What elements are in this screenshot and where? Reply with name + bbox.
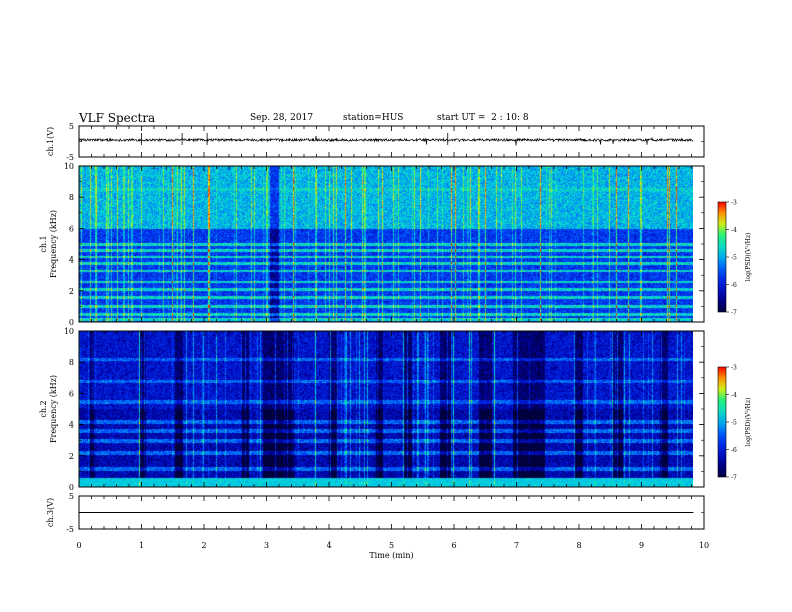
ch1-voltage-panel: 5 -5 ch.1(V) (46, 122, 705, 162)
ch1-voltage-trace (78, 135, 694, 146)
ch2-spectrogram-ytick-label: 8 (69, 358, 74, 367)
time-axis-label: Time (min) (369, 551, 413, 560)
time-tick-label: 5 (389, 541, 394, 550)
ch1-spectrogram-colorbar-label: log(PSD)(V²/Hz) (745, 233, 752, 282)
time-tick-label: 1 (139, 541, 144, 550)
ch1-spectrogram-colorbar-tick: -7 (731, 310, 737, 317)
ch1-spectrogram-ytick-label: 0 (69, 318, 74, 327)
ch1-spectrogram-ytick-label: 6 (69, 224, 74, 233)
ch1-voltage-ylabel: ch.1(V) (46, 127, 55, 156)
ch1-spectrogram-colorbar-tick: -6 (731, 282, 737, 289)
ch2-spectrogram-colorbar-tick: -3 (731, 365, 737, 372)
ch1-spectrogram-panel: 0 2 4 6 8 10 ch.1Frequency (kHz) -3 -4 -5 -6 -7 log(… (39, 162, 752, 327)
ch2-spectrogram-image (79, 331, 693, 487)
time-tick-label: 7 (514, 541, 519, 550)
ch2-spectrogram-panel: 0 2 4 6 8 10 ch.2Frequency (kHz) -3 -4 -5 -6 -7 log(… (39, 327, 752, 492)
time-tick-label: 3 (264, 541, 269, 550)
ch2-spectrogram-colorbar-tick: -7 (731, 475, 737, 482)
ch2-spectrogram-ytick-label: 2 (69, 452, 74, 461)
ch2-spectrogram-colorbar (717, 366, 727, 478)
time-tick-label: 8 (576, 541, 581, 550)
ch2-spectrogram-ytick-label: 6 (69, 389, 74, 398)
start-time-label: start UT = 2 : 10: 8 (437, 113, 529, 123)
time-axis: 0 1 2 3 4 5 6 7 8 9 10 Time (min) (76, 541, 709, 560)
ch1-spectrogram-colorbar (717, 201, 727, 313)
time-tick-label: 6 (451, 541, 456, 550)
ch3-voltage-ylabel: ch.3(V) (46, 498, 55, 527)
ch2-spectrogram-ytick-label: 10 (64, 327, 74, 336)
ch3-voltage-ytick-label: 5 (69, 492, 74, 501)
ch1-spectrogram-colorbar-tick: -5 (731, 255, 737, 262)
ch3-voltage-panel: 5 -5 ch.3(V) (46, 492, 705, 534)
ch1-voltage-ytick-label: 5 (69, 122, 74, 131)
figure-title: VLF Spectra (79, 111, 156, 125)
time-tick-label: 9 (639, 541, 644, 550)
time-tick-label: 10 (699, 541, 709, 550)
ch1-spectrogram-colorbar-tick: -3 (731, 200, 737, 207)
ch1-spectrogram-ytick-label: 4 (69, 256, 74, 265)
ch2-spectrogram-ylabel: ch.2Frequency (kHz) (39, 375, 58, 443)
ch2-spectrogram-colorbar-tick: -4 (731, 392, 737, 399)
ch2-spectrogram-colorbar-tick: -5 (731, 420, 737, 427)
ch2-spectrogram-colorbar-tick: -6 (731, 447, 737, 454)
ch1-spectrogram-image (79, 166, 693, 322)
ch2-spectrogram-ytick-label: 0 (69, 483, 74, 492)
ch2-spectrogram-ytick-label: 4 (69, 421, 74, 430)
ch1-spectrogram-ytick-label: 2 (69, 287, 74, 296)
ch3-voltage-ytick-label: -5 (66, 525, 74, 534)
date-label: Sep. 28, 2017 (250, 113, 314, 123)
ch1-voltage-ytick-label: -5 (66, 153, 74, 162)
ch1-spectrogram-ylabel: ch.1Frequency (kHz) (39, 210, 58, 278)
ch1-spectrogram-ytick-label: 8 (69, 193, 74, 202)
time-tick-label: 4 (326, 541, 331, 550)
station-label: station=HUS (343, 113, 404, 123)
ch1-spectrogram-ytick-label: 10 (64, 162, 74, 171)
time-tick-label: 0 (76, 541, 81, 550)
time-tick-label: 2 (201, 541, 206, 550)
ch1-spectrogram-colorbar-tick: -4 (731, 227, 737, 234)
ch2-spectrogram-colorbar-label: log(PSD)(V²/Hz) (745, 398, 752, 447)
